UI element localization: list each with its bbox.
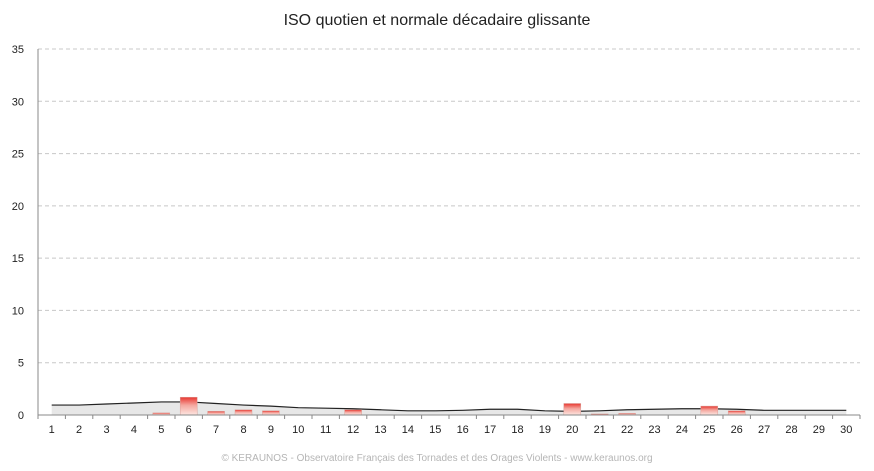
y-tick-label: 30 (12, 96, 24, 108)
x-tick-label: 12 (347, 424, 359, 436)
normal-area-fill (51, 401, 847, 415)
x-tick-label: 18 (511, 424, 523, 436)
bar-20 (563, 403, 582, 416)
x-tick-label: 23 (648, 424, 660, 436)
x-tick-label: 5 (158, 424, 164, 436)
bar-7 (207, 411, 225, 416)
x-tick-label: 11 (320, 424, 331, 436)
x-tick-label: 20 (566, 424, 578, 436)
x-tick-label: 30 (840, 424, 852, 436)
x-tick-label: 27 (758, 424, 770, 436)
x-tick-label: 19 (539, 424, 551, 436)
x-tick-label: 16 (457, 424, 469, 436)
x-tick-label: 14 (402, 424, 414, 436)
footer-credit: © KERAUNOS - Observatoire Français des T… (221, 453, 653, 464)
x-tick-label: 26 (731, 424, 743, 436)
x-tick-label: 9 (268, 424, 274, 436)
x-tick-label: 29 (813, 424, 825, 436)
x-tick-label: 17 (484, 424, 496, 436)
x-tick-label: 28 (785, 424, 797, 436)
y-tick-label: 15 (12, 253, 24, 265)
x-tick-label: 6 (186, 424, 192, 436)
x-tick-label: 8 (240, 424, 246, 436)
y-tick-label: 25 (12, 149, 24, 161)
x-tick-label: 3 (103, 424, 109, 436)
x-tick-label: 25 (703, 424, 715, 436)
bar-25 (700, 405, 719, 416)
y-tick-label: 10 (12, 305, 24, 317)
bar-8 (234, 409, 253, 416)
y-tick-label: 0 (18, 410, 24, 422)
bar-26 (727, 410, 746, 416)
x-tick-label: 15 (429, 424, 441, 436)
grid (38, 48, 860, 364)
x-tick-label: 10 (292, 424, 304, 436)
chart-title: ISO quotien et normale décadaire glissan… (283, 12, 591, 29)
bar-9 (262, 410, 280, 416)
y-tick-label: 5 (18, 358, 24, 370)
x-tick-label: 4 (131, 424, 137, 436)
x-tick-label: 2 (76, 424, 82, 436)
x-tick-label: 1 (49, 424, 55, 436)
x-tick-label: 7 (213, 424, 219, 436)
x-tick-label: 22 (621, 424, 633, 436)
x-tick-label: 21 (594, 424, 606, 436)
bar-6 (179, 396, 198, 416)
bar-12 (344, 409, 362, 416)
y-tick-label: 35 (12, 44, 24, 56)
x-tick-label: 24 (676, 424, 688, 436)
normal-area (51, 401, 847, 415)
x-tick-label: 13 (374, 424, 386, 436)
y-tick-label: 20 (12, 201, 24, 213)
